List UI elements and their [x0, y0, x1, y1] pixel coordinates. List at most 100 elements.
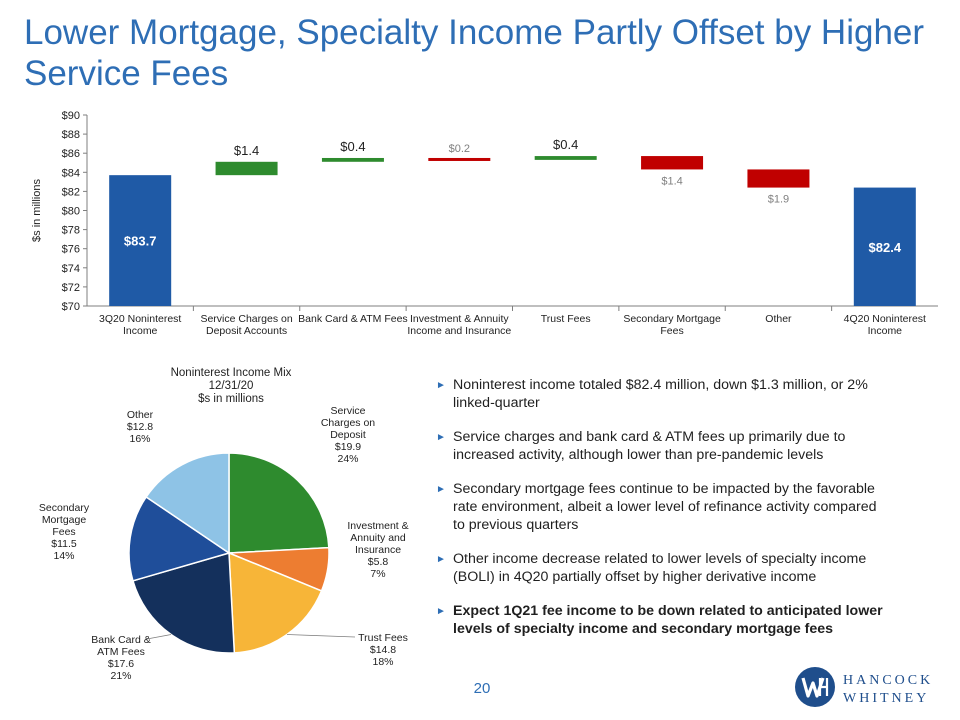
pie-slice-label: $14.8	[370, 644, 396, 656]
pie-slice-label: Fees	[52, 526, 75, 538]
page-number: 20	[473, 680, 491, 697]
bullet-item: ► Secondary mortgage fees continue to be …	[436, 480, 891, 534]
x-category-label: Trust Fees	[541, 313, 591, 325]
pie-slice-label: Investment &	[347, 520, 408, 532]
y-tick-label: $78	[62, 225, 80, 237]
y-tick-label: $72	[62, 282, 80, 294]
y-tick-label: $70	[62, 301, 80, 313]
pie-slice-label: 21%	[110, 670, 131, 682]
pie-slice-label: 24%	[337, 453, 358, 465]
bar-increase	[534, 156, 597, 160]
x-category-label: Service Charges on	[200, 313, 292, 325]
pie-slice-label: 18%	[372, 656, 393, 668]
pie-slice-label: $5.8	[368, 556, 389, 568]
y-tick-label: $76	[62, 244, 80, 256]
y-tick-label: $82	[62, 186, 80, 198]
y-tick-label: $84	[62, 167, 80, 179]
logo-line1: HANCOCK	[843, 673, 934, 688]
pie-slice-label: $12.8	[127, 421, 153, 433]
pie-slice-label: Bank Card &	[91, 634, 151, 646]
x-category-label: Income	[123, 325, 158, 337]
x-category-label: 3Q20 Noninterest	[99, 313, 181, 325]
pie-slice-label: Trust Fees	[358, 632, 408, 644]
y-tick-label: $74	[62, 263, 80, 275]
bar-decrease	[747, 169, 810, 188]
bullet-text: Secondary mortgage fees continue to be i…	[453, 481, 877, 533]
bullet-arrow-icon: ►	[436, 554, 446, 565]
pie-slice-label: Charges on	[321, 417, 375, 429]
pie-slice	[228, 551, 323, 654]
x-category-label: 4Q20 Noninterest	[844, 313, 926, 325]
hancock-whitney-logo	[795, 667, 835, 707]
x-category-label: Bank Card & ATM Fees	[298, 313, 408, 325]
pie-title: $s in millions	[198, 393, 264, 405]
pie-slice-label: Deposit	[330, 429, 366, 441]
logo-line2: WHITNEY	[843, 691, 930, 706]
data-label: $83.7	[124, 234, 157, 249]
pie-slice-label: Secondary	[39, 502, 90, 514]
pie-slice-label: ATM Fees	[97, 646, 145, 658]
x-category-label: Deposit Accounts	[206, 325, 287, 337]
pie-slice-label: Insurance	[355, 544, 401, 556]
bullet-list: ► Noninterest income totaled $82.4 millio…	[436, 376, 891, 654]
x-category-label: Secondary Mortgage	[623, 313, 721, 325]
bar-total	[109, 175, 172, 306]
waterfall-chart: $70 $72 $74 $76 $78 $80 $82 $84 $86 $88 $90 $s in m…	[31, 110, 938, 337]
pie-title: Noninterest Income Mix	[171, 367, 292, 379]
pie-slice-label: Mortgage	[42, 514, 87, 526]
pie-slice-label: Annuity and	[350, 532, 406, 544]
bar-decrease	[428, 157, 491, 161]
pie-slice-label: Service	[330, 405, 365, 417]
bullet-item: ► Other income decrease related to lower …	[436, 550, 891, 586]
y-tick-label: $80	[62, 206, 80, 218]
pie-slice	[228, 452, 330, 554]
bullet-item: ► Service charges and bank card & ATM fee…	[436, 428, 891, 464]
data-label: $0.4	[340, 139, 365, 154]
pie-leader-line	[286, 634, 356, 638]
bullet-text: Other income decrease related to lower l…	[453, 551, 867, 585]
bullet-text: Expect 1Q21 fee income to be down relate…	[453, 603, 883, 637]
bullet-arrow-icon: ►	[436, 432, 446, 443]
x-category-label: Income	[868, 325, 903, 337]
bullet-item: ► Expect 1Q21 fee income to be down relat…	[436, 602, 891, 638]
data-label: $1.4	[661, 175, 682, 187]
y-axis-label: $s in millions	[31, 179, 43, 242]
pie-slice	[132, 552, 236, 654]
y-tick-label: $88	[62, 129, 80, 141]
bullet-arrow-icon: ►	[436, 484, 446, 495]
x-category-label: Other	[765, 313, 792, 325]
pie-slice-label: 14%	[53, 550, 74, 562]
bullet-text: Service charges and bank card & ATM fees…	[453, 429, 846, 463]
bar-decrease	[641, 156, 704, 170]
logo-wordmark: HANCOCK WHITNEY	[843, 672, 933, 708]
page-title: Lower Mortgage, Specialty Income Partly …	[24, 13, 925, 93]
data-label: $0.2	[449, 143, 470, 155]
pie-slice	[128, 495, 231, 582]
data-label: $0.4	[553, 137, 578, 152]
pie-slice-label: 7%	[370, 568, 385, 580]
pie-leader-line	[146, 634, 172, 640]
data-label: $1.4	[234, 143, 259, 158]
bullet-item: ► Noninterest income totaled $82.4 millio…	[436, 376, 891, 412]
pie-slice-label: 16%	[129, 433, 150, 445]
pie-slice-label: Other	[127, 409, 154, 421]
x-category-label: Investment & Annuity	[410, 313, 509, 325]
pie-slice	[145, 452, 230, 555]
pie-slice-label: $17.6	[108, 658, 134, 670]
bullet-arrow-icon: ►	[436, 380, 446, 391]
data-label: $1.9	[768, 194, 789, 206]
pie-slice-label: $19.9	[335, 441, 361, 453]
x-category-label: Fees	[660, 325, 683, 337]
bullet-arrow-icon: ►	[436, 606, 446, 617]
y-tick-label: $86	[62, 148, 80, 160]
y-tick-label: $90	[62, 110, 80, 122]
pie-slice-label: $11.5	[51, 538, 77, 550]
x-category-label: Income and Insurance	[407, 325, 511, 337]
bar-increase	[321, 157, 384, 162]
bullet-text: Noninterest income totaled $82.4 million…	[453, 377, 868, 411]
bar-increase	[215, 161, 278, 176]
data-label: $82.4	[869, 240, 902, 255]
bar-total	[853, 187, 916, 306]
pie-title: 12/31/20	[209, 380, 254, 392]
